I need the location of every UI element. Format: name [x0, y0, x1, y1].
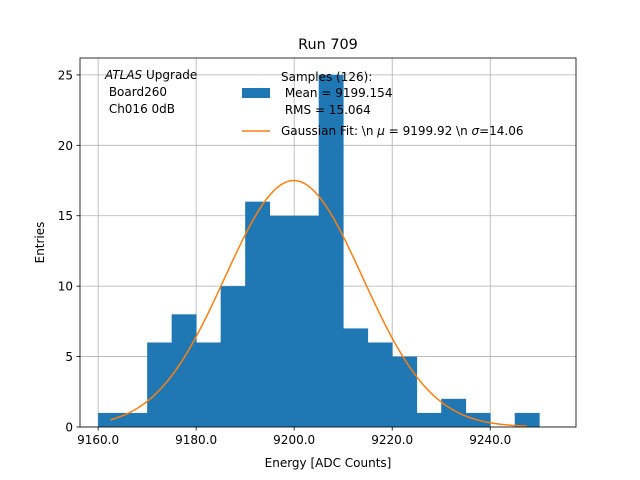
y-tick-label: 5: [65, 350, 73, 364]
legend-hist-line-1: Samples (126):: [281, 70, 372, 84]
x-axis-label: Energy [ADC Counts]: [265, 456, 392, 470]
histogram-bar: [269, 215, 295, 427]
legend-fit-mu: μ: [376, 124, 385, 138]
annotation-line-2: Board260: [105, 85, 167, 99]
histogram-bar: [441, 398, 467, 427]
y-axis-ticks: 0 5 10 15 20 25: [58, 68, 80, 435]
annotation-line-1: ATLAS Upgrade: [104, 68, 197, 82]
y-tick-label: 25: [58, 68, 73, 82]
histogram-bar: [220, 286, 246, 427]
histogram-bar: [392, 356, 418, 427]
atlas-annotation: ATLAS Upgrade Board260 Ch016 0dB: [104, 68, 197, 116]
y-tick-label: 20: [58, 139, 73, 153]
histogram-bar: [196, 342, 222, 427]
y-tick-label: 0: [65, 421, 73, 435]
legend-fit-suffix: =14.06: [479, 124, 523, 138]
histogram-bar: [343, 328, 369, 427]
legend-fit-sigma: σ: [472, 124, 480, 138]
legend-fit-mid: = 9199.92 \n: [385, 124, 472, 138]
legend-hist-line-2: Mean = 9199.154: [281, 86, 392, 100]
chart-title: Run 709: [298, 37, 358, 53]
histogram-bar: [514, 412, 540, 427]
legend: Samples (126): Mean = 9199.154 RMS = 15.…: [242, 70, 524, 138]
annotation-upgrade: Upgrade: [142, 68, 197, 82]
y-tick-label: 10: [58, 280, 73, 294]
histogram-bars: [98, 74, 540, 428]
x-tick-label: 9220.0: [371, 433, 413, 447]
x-tick-label: 9180.0: [175, 433, 217, 447]
histogram-bar: [147, 342, 173, 427]
y-axis-label: Entries: [33, 222, 47, 264]
histogram-bar: [294, 215, 320, 427]
histogram-bar: [416, 412, 442, 427]
gaussian-fit-curve: [110, 179, 528, 427]
x-tick-label: 9240.0: [469, 433, 511, 447]
x-axis-ticks: 9160.0 9180.0 9200.0 9220.0 9240.0: [77, 427, 511, 447]
y-tick-label: 15: [58, 209, 73, 223]
legend-fit-label: Gaussian Fit: \n μ = 9199.92 \n σ=14.06: [281, 124, 524, 138]
histogram-bar: [122, 412, 148, 427]
histogram-bar: [245, 201, 271, 427]
histogram-bar: [367, 342, 393, 427]
annotation-line-3: Ch016 0dB: [105, 102, 175, 116]
histogram-bar: [318, 74, 344, 428]
legend-fit-prefix: Gaussian Fit: \n: [281, 124, 377, 138]
legend-hist-line-3: RMS = 15.064: [281, 103, 371, 117]
x-tick-label: 9160.0: [77, 433, 119, 447]
x-tick-label: 9200.0: [273, 433, 315, 447]
plot-frame: [79, 57, 577, 428]
annotation-atlas: ATLAS: [104, 68, 143, 82]
legend-histogram-swatch: [242, 88, 270, 98]
